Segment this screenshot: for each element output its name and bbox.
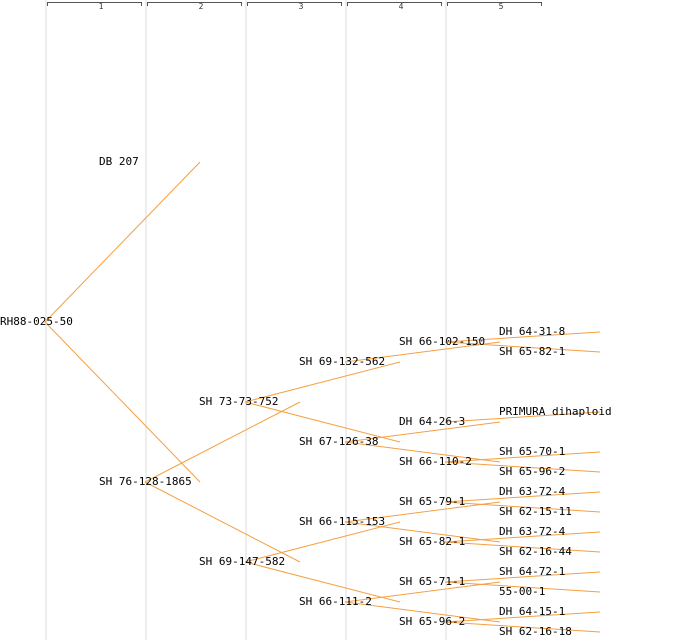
node-ggp-1[interactable]: SH 69-132-562	[299, 355, 386, 368]
edge-tree-children-1-children-0-children-1	[244, 401, 401, 443]
node-g5-8[interactable]: DH 63-72-4	[499, 525, 566, 538]
node-g5-3[interactable]: PRIMURA dihaploid	[499, 405, 612, 418]
node-g5-10[interactable]: SH 64-72-1	[499, 565, 566, 578]
edge-tree-children-1-children-1-children-0	[244, 521, 401, 563]
generation-2-label: 2	[198, 2, 204, 11]
generation-5-bracket	[447, 2, 542, 6]
edge-tree-children-1-children-1-children-1-children-0	[344, 581, 501, 603]
generation-1-bracket	[47, 2, 142, 6]
edge-tree-children-1-children-1-children-0-children-1	[344, 521, 501, 543]
generation-3-label: 3	[298, 2, 304, 11]
edge-tree-children-1-children-1-children-1-children-1	[344, 601, 501, 623]
edge-tree-children-1-children-0	[144, 401, 301, 483]
edge-tree-children-1-children-0-children-1-children-0-children-0	[444, 411, 601, 423]
edge-tree-children-1-children-1-children-1-children-0-children-0	[444, 571, 601, 583]
edge-tree-children-1-children-0-children-1-children-1-children-0	[444, 451, 601, 463]
edge-tree-children-0	[44, 161, 201, 323]
node-g4-3[interactable]: SH 66-110-2	[399, 455, 472, 468]
node-g5-5[interactable]: SH 65-96-2	[499, 465, 566, 478]
node-ggp-3[interactable]: SH 66-115-153	[299, 515, 386, 528]
node-g5-2[interactable]: SH 65-82-1	[499, 345, 566, 358]
generation-1-label: 1	[98, 2, 104, 11]
node-parent-2[interactable]: SH 76-128-1865	[99, 475, 192, 488]
edge-tree-children-1-children-1	[144, 481, 301, 563]
generation-4-bracket	[347, 2, 442, 6]
edge-tree-children-1-children-1-children-0-children-0-children-1	[444, 501, 601, 513]
edge-tree-children-1	[44, 321, 201, 483]
node-g4-2[interactable]: DH 64-26-3	[399, 415, 466, 428]
edge-tree-children-1-children-0-children-1-children-0	[344, 421, 501, 443]
edge-tree-children-1-children-0-children-1-children-1	[344, 441, 501, 463]
edge-tree-children-1-children-1-children-1-children-1-children-0	[444, 611, 601, 623]
node-g5-7[interactable]: SH 62-15-11	[499, 505, 572, 518]
node-g5-9[interactable]: SH 62-16-44	[499, 545, 572, 558]
generation-2-bracket	[147, 2, 242, 6]
node-parent-1[interactable]: DB 207	[99, 155, 139, 168]
node-g4-4[interactable]: SH 65-79-1	[399, 495, 466, 508]
generation-5-gridline	[445, 0, 447, 640]
edge-tree-children-1-children-0-children-0-children-0	[344, 341, 501, 363]
node-g4-5[interactable]: SH 65-82-1	[399, 535, 466, 548]
generation-5-label: 5	[498, 2, 504, 11]
edge-tree-children-1-children-1-children-0-children-1-children-1	[444, 541, 601, 553]
node-g4-1[interactable]: SH 66-102-150	[399, 335, 486, 348]
edge-tree-children-1-children-0-children-0-children-0-children-1	[444, 341, 601, 353]
node-g5-11[interactable]: 55-00-1	[499, 585, 546, 598]
edge-tree-children-1-children-1-children-0-children-1-children-0	[444, 531, 601, 543]
node-root[interactable]: RH88-025-50	[0, 315, 73, 328]
node-g5-1[interactable]: DH 64-31-8	[499, 325, 566, 338]
edge-tree-children-1-children-1-children-1-children-0-children-1	[444, 581, 601, 593]
edge-tree-children-1-children-1-children-1	[244, 561, 401, 603]
edge-tree-children-1-children-0-children-0	[244, 361, 401, 403]
generation-1-gridline	[45, 0, 47, 640]
node-g5-13[interactable]: SH 62-16-18	[499, 625, 572, 638]
generation-2-gridline	[145, 0, 147, 640]
generation-4-gridline	[345, 0, 347, 640]
edge-tree-children-1-children-1-children-0-children-0	[344, 501, 501, 523]
node-g4-7[interactable]: SH 65-96-2	[399, 615, 466, 628]
node-g4-6[interactable]: SH 65-71-1	[399, 575, 466, 588]
generation-3-bracket	[247, 2, 342, 6]
generation-4-label: 4	[398, 2, 404, 11]
edge-tree-children-1-children-1-children-1-children-1-children-1	[444, 621, 601, 633]
generation-3-gridline	[245, 0, 247, 640]
node-g5-4[interactable]: SH 65-70-1	[499, 445, 566, 458]
node-ggp-4[interactable]: SH 66-111-2	[299, 595, 372, 608]
edge-tree-children-1-children-0-children-1-children-1-children-1	[444, 461, 601, 473]
edge-tree-children-1-children-0-children-0-children-0-children-0	[444, 331, 601, 343]
node-gp-1[interactable]: SH 73-73-752	[199, 395, 279, 408]
edge-tree-children-1-children-1-children-0-children-0-children-0	[444, 491, 601, 503]
node-g5-12[interactable]: DH 64-15-1	[499, 605, 566, 618]
node-g5-6[interactable]: DH 63-72-4	[499, 485, 566, 498]
node-gp-2[interactable]: SH 69-147-582	[199, 555, 286, 568]
node-ggp-2[interactable]: SH 67-126-38	[299, 435, 379, 448]
